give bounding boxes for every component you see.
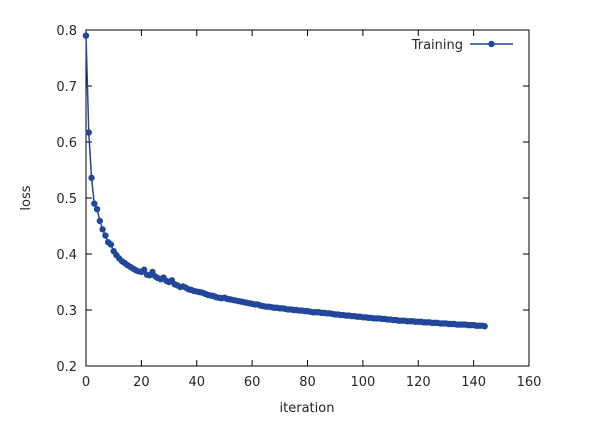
x-tick-label: 160 [517, 375, 542, 390]
data-point [102, 232, 109, 239]
data-point [481, 323, 488, 330]
data-point [82, 32, 90, 39]
series-layer [82, 32, 488, 330]
x-tick-label: 20 [133, 375, 150, 390]
y-tick-label: 0.3 [56, 304, 77, 319]
data-point [96, 217, 104, 225]
x-tick-label: 80 [299, 375, 316, 390]
x-tick-label: 0 [82, 375, 90, 390]
data-point [107, 241, 115, 248]
x-tick-label: 40 [188, 375, 205, 390]
data-point [99, 226, 106, 233]
y-axis-label: loss [19, 185, 34, 210]
y-tick-label: 0.6 [56, 136, 77, 151]
x-tick-label: 120 [406, 375, 431, 390]
x-tick-label: 100 [350, 375, 375, 390]
data-point [85, 129, 92, 136]
y-axis-ticks: 0.2 0.3 0.4 0.5 0.6 0.7 0.8 [56, 24, 529, 375]
y-tick-label: 0.7 [56, 80, 77, 95]
legend-marker-training [488, 40, 495, 48]
y-tick-label: 0.5 [56, 192, 77, 207]
data-point [140, 266, 148, 273]
x-tick-label: 140 [461, 375, 486, 390]
x-axis-label: iteration [280, 401, 335, 416]
data-point [91, 200, 98, 207]
legend: Training [411, 38, 513, 53]
y-tick-label: 0.4 [56, 248, 77, 263]
data-point [88, 174, 95, 182]
x-tick-label: 60 [244, 375, 261, 390]
x-axis-ticks: 0 20 40 60 80 100 120 140 160 [82, 30, 542, 390]
data-point [93, 206, 101, 213]
legend-label-training: Training [411, 38, 463, 53]
y-tick-label: 0.8 [56, 24, 77, 39]
plot-area [85, 29, 530, 367]
y-tick-label: 0.2 [56, 360, 77, 375]
